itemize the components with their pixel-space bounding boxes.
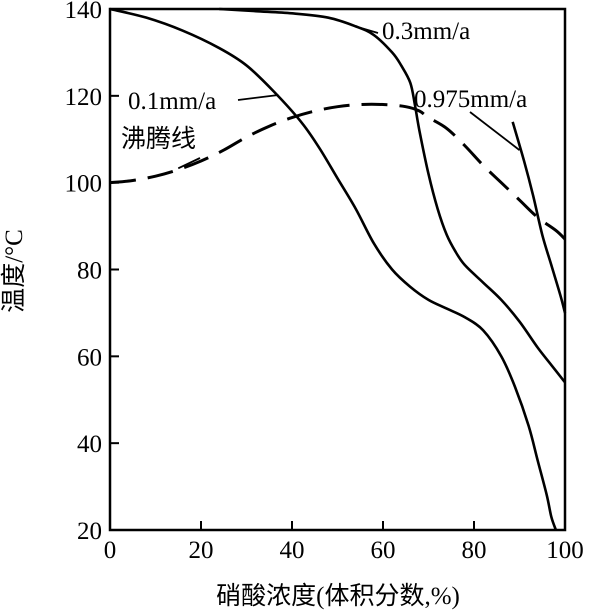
x-axis-title: 硝酸浓度(体积分数,%) (216, 582, 460, 610)
y-tick-label: 20 (77, 518, 102, 545)
series-0-3mm-a-line (219, 7, 567, 384)
leader-0-975mm-a (469, 111, 521, 151)
y-tick-label: 40 (77, 431, 102, 458)
series-0-975mm-a-line (511, 121, 567, 314)
x-tick-label: 80 (462, 537, 487, 564)
y-tick-label: 140 (65, 0, 103, 24)
series-boiling-line (109, 102, 567, 241)
leader-boiling-line (177, 157, 201, 170)
series-0-1mm-a-line (109, 7, 558, 531)
x-tick-label: 0 (104, 537, 117, 564)
annotation-0-1mm-a: 0.1mm/a (128, 88, 216, 115)
series-layer (109, 7, 567, 531)
x-tick-label: 40 (280, 537, 305, 564)
x-tick-label: 100 (546, 537, 584, 564)
leader-lines (177, 24, 521, 170)
leader-0-3mm-a (350, 24, 379, 34)
y-tick-label: 100 (65, 171, 103, 198)
y-tick-label: 80 (77, 258, 102, 285)
y-tick-label: 60 (77, 344, 102, 371)
annotation-boiling-line: 沸腾线 (121, 125, 196, 153)
y-tick-label: 120 (65, 84, 103, 111)
x-tick-label: 60 (371, 537, 396, 564)
leader-0-1mm-a (237, 94, 279, 101)
y-axis-title: 温度/°C (0, 229, 28, 313)
annotation-0-975mm-a: 0.975mm/a (414, 86, 527, 113)
x-tick-label: 20 (189, 537, 214, 564)
annotation-0-3mm-a: 0.3mm/a (382, 18, 470, 45)
